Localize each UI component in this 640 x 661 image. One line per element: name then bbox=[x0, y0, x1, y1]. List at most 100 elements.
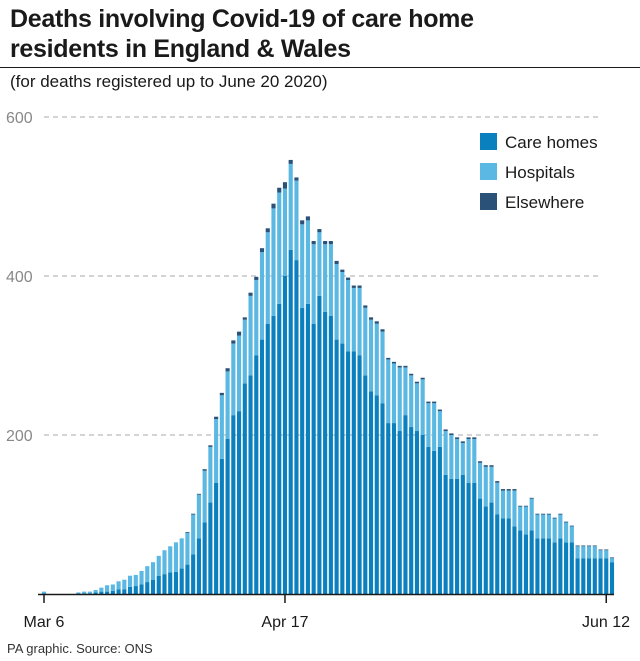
bar-segment-hospitals bbox=[346, 279, 351, 352]
bar-segment-hospitals bbox=[477, 462, 483, 499]
bar-segment-hospitals bbox=[449, 435, 454, 479]
bar-segment-care-homes bbox=[191, 554, 196, 594]
bar-segment-care-homes bbox=[604, 558, 609, 594]
bar-segment-care-homes bbox=[374, 395, 379, 594]
bar-segment-hospitals bbox=[317, 232, 322, 296]
bar-segment-care-homes bbox=[76, 593, 81, 594]
y-tick-label: 400 bbox=[6, 269, 33, 286]
bar-segment-hospitals bbox=[604, 550, 609, 559]
bar-segment-hospitals bbox=[380, 331, 385, 404]
bar-segment-care-homes bbox=[426, 446, 431, 594]
bar-segment-elsewhere bbox=[414, 381, 419, 384]
bar-segment-care-homes bbox=[414, 431, 419, 594]
bar-segment-hospitals bbox=[500, 490, 506, 519]
bar-segment-care-homes bbox=[397, 431, 402, 594]
legend-label: Elsewhere bbox=[505, 193, 584, 212]
bar-segment-care-homes bbox=[168, 572, 173, 594]
bar-segment-elsewhere bbox=[489, 465, 494, 467]
bar-segment-elsewhere bbox=[196, 493, 201, 495]
bar-segment-hospitals bbox=[128, 575, 133, 587]
bar-segment-hospitals bbox=[242, 319, 247, 384]
bar-segment-hospitals bbox=[162, 550, 167, 575]
bar-segment-hospitals bbox=[460, 442, 465, 475]
bar-segment-hospitals bbox=[609, 558, 615, 563]
bar-segment-hospitals bbox=[541, 514, 546, 539]
bar-segment-care-homes bbox=[569, 542, 574, 594]
bar-segment-elsewhere bbox=[495, 481, 500, 483]
bar-segment-elsewhere bbox=[546, 513, 551, 515]
bar-segment-hospitals bbox=[145, 566, 150, 583]
bar-segment-care-homes bbox=[368, 391, 374, 594]
bar-segment-care-homes bbox=[409, 427, 414, 594]
bar-segment-hospitals bbox=[265, 232, 270, 324]
bar-segment-elsewhere bbox=[609, 557, 615, 559]
bar-segment-elsewhere bbox=[334, 260, 339, 265]
bar-segment-hospitals bbox=[99, 587, 104, 592]
bar-segment-hospitals bbox=[122, 579, 127, 590]
bar-segment-care-homes bbox=[363, 375, 368, 595]
bar-segment-hospitals bbox=[455, 438, 460, 479]
bar-segment-hospitals bbox=[323, 244, 328, 312]
legend-swatch-hospitals bbox=[480, 163, 497, 180]
bar-segment-elsewhere bbox=[581, 545, 586, 547]
bar-segment-elsewhere bbox=[368, 317, 374, 320]
bar-segment-elsewhere bbox=[455, 437, 460, 439]
bar-segment-hospitals bbox=[437, 411, 442, 447]
bar-segment-care-homes bbox=[460, 474, 465, 594]
bar-segment-hospitals bbox=[116, 581, 121, 590]
bar-segment-hospitals bbox=[386, 359, 391, 424]
bar-segment-care-homes bbox=[208, 502, 213, 594]
bar-segment-elsewhere bbox=[380, 329, 385, 332]
bar-segment-hospitals bbox=[368, 319, 374, 392]
bar-segment-care-homes bbox=[489, 502, 494, 594]
legend-swatch-care-homes bbox=[480, 133, 497, 150]
bar-segment-hospitals bbox=[208, 446, 213, 503]
bar-segment-hospitals bbox=[105, 585, 110, 592]
bar-segment-elsewhere bbox=[472, 437, 477, 439]
bar-segment-elsewhere bbox=[277, 187, 282, 193]
bar-segment-hospitals bbox=[76, 592, 81, 594]
bar-segment-care-homes bbox=[87, 593, 92, 594]
bar-segment-hospitals bbox=[420, 379, 425, 435]
bar-segment-hospitals bbox=[432, 403, 437, 451]
bar-segment-care-homes bbox=[93, 592, 98, 594]
bar-segment-elsewhere bbox=[351, 285, 356, 288]
bar-segment-care-homes bbox=[110, 590, 115, 594]
bar-segment-hospitals bbox=[288, 163, 293, 250]
bar-segment-care-homes bbox=[156, 575, 161, 594]
bar-segment-hospitals bbox=[558, 514, 563, 539]
bar-segment-elsewhere bbox=[518, 505, 523, 507]
bar-segment-care-homes bbox=[259, 339, 265, 594]
bar-segment-care-homes bbox=[271, 315, 276, 594]
legend-swatch-elsewhere bbox=[480, 193, 497, 210]
bar-segment-elsewhere bbox=[242, 317, 247, 320]
bar-segment-elsewhere bbox=[317, 229, 322, 233]
bar-segment-elsewhere bbox=[483, 465, 488, 467]
bar-segment-hospitals bbox=[403, 367, 408, 416]
bar-segment-care-homes bbox=[455, 478, 460, 594]
bar-segment-hospitals bbox=[374, 323, 379, 396]
bar-segment-hospitals bbox=[87, 591, 92, 594]
bar-segment-care-homes bbox=[541, 538, 546, 594]
bar-segment-hospitals bbox=[586, 546, 592, 559]
bar-segment-elsewhere bbox=[259, 248, 265, 253]
bar-segment-elsewhere bbox=[311, 241, 316, 245]
bar-segment-hospitals bbox=[259, 252, 265, 340]
bar-segment-care-homes bbox=[162, 574, 167, 595]
bar-segment-care-homes bbox=[254, 355, 259, 594]
bar-segment-hospitals bbox=[156, 555, 161, 576]
bar-segment-hospitals bbox=[552, 518, 557, 543]
bar-segment-elsewhere bbox=[552, 517, 557, 519]
bar-segment-care-homes bbox=[300, 307, 305, 594]
bar-segment-elsewhere bbox=[409, 373, 414, 376]
bar-segment-hospitals bbox=[311, 244, 316, 324]
y-tick-label: 200 bbox=[6, 428, 33, 445]
bar-segment-hospitals bbox=[334, 264, 339, 340]
bar-segment-care-homes bbox=[512, 526, 517, 594]
bar-segment-care-homes bbox=[609, 562, 615, 594]
bar-segment-care-homes bbox=[277, 303, 282, 594]
bar-segment-elsewhere bbox=[346, 277, 351, 280]
bar-segment-hospitals bbox=[294, 180, 299, 261]
x-tick-label: Jun 12 bbox=[582, 614, 630, 631]
